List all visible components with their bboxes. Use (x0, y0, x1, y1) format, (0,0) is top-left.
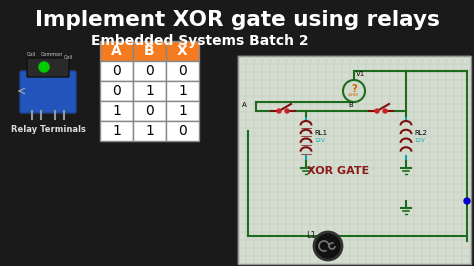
Text: 0: 0 (178, 124, 187, 138)
Text: 12V: 12V (314, 138, 325, 143)
Bar (100, 101, 133, 121)
Bar (166, 121, 199, 141)
Circle shape (277, 109, 281, 113)
Bar (166, 41, 199, 61)
Bar (100, 61, 133, 81)
Text: B: B (348, 102, 353, 108)
Bar (100, 41, 133, 61)
FancyBboxPatch shape (20, 71, 76, 113)
Text: Coil: Coil (27, 52, 36, 57)
Circle shape (285, 109, 289, 113)
Text: RL2: RL2 (414, 130, 427, 136)
Text: Embedded Systems Batch 2: Embedded Systems Batch 2 (91, 34, 309, 48)
Text: RL1: RL1 (314, 130, 327, 136)
Circle shape (375, 109, 379, 113)
FancyBboxPatch shape (27, 58, 69, 77)
Text: VSNE: VSNE (348, 93, 360, 97)
Text: 1: 1 (145, 124, 154, 138)
Text: 12V: 12V (414, 138, 425, 143)
Bar (133, 41, 166, 61)
Bar (100, 121, 133, 141)
Text: 1: 1 (112, 104, 121, 118)
Bar (133, 121, 166, 141)
Text: 1: 1 (178, 84, 187, 98)
Bar (133, 81, 166, 101)
Text: 0: 0 (112, 84, 121, 98)
Text: 0: 0 (145, 104, 154, 118)
Text: X: X (177, 44, 188, 58)
Text: B: B (144, 44, 155, 58)
Text: Coil: Coil (64, 55, 73, 60)
Text: XOR GATE: XOR GATE (307, 166, 369, 176)
Text: A: A (111, 44, 122, 58)
Bar (100, 81, 133, 101)
Text: A: A (242, 102, 247, 108)
Text: 1: 1 (145, 84, 154, 98)
Text: 0: 0 (145, 64, 154, 78)
Text: Relay Terminals: Relay Terminals (10, 125, 85, 134)
Text: 1: 1 (178, 104, 187, 118)
Bar (133, 101, 166, 121)
Circle shape (39, 62, 49, 72)
Bar (133, 61, 166, 81)
Circle shape (383, 109, 387, 113)
Text: V1: V1 (356, 71, 365, 77)
Text: 1: 1 (112, 124, 121, 138)
Circle shape (464, 198, 470, 204)
Circle shape (314, 232, 342, 260)
Text: 0: 0 (178, 64, 187, 78)
Text: ?: ? (351, 84, 357, 94)
Bar (238, 56, 471, 264)
Text: L1: L1 (306, 231, 316, 240)
Bar (166, 81, 199, 101)
Bar (166, 101, 199, 121)
Text: 0: 0 (112, 64, 121, 78)
Bar (166, 61, 199, 81)
Text: Implement XOR gate using relays: Implement XOR gate using relays (35, 10, 439, 30)
Text: Common: Common (41, 52, 63, 57)
